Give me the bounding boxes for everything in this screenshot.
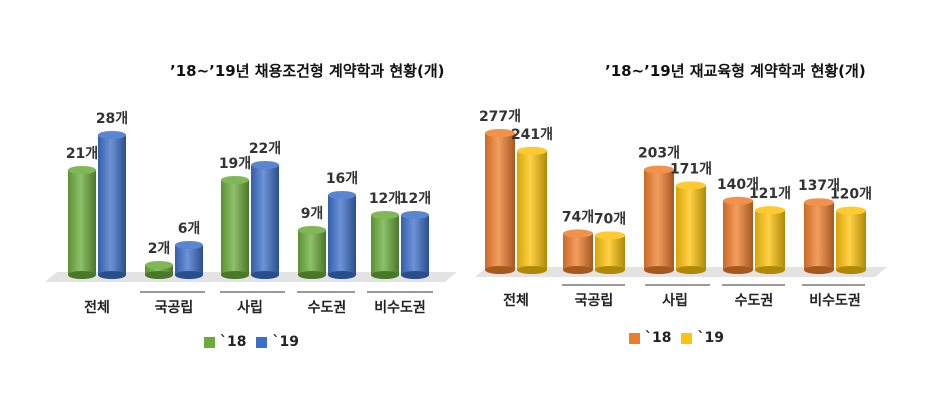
- bar-0-0-1: [98, 131, 126, 279]
- data-label: 277개: [479, 109, 521, 125]
- bar-1-1-0: [563, 229, 593, 274]
- category-label: 비수도권: [374, 300, 426, 316]
- bar-0-0-0: [68, 166, 96, 279]
- data-label: 74개: [562, 209, 594, 225]
- bar-1-3-0: [723, 196, 753, 274]
- bar-1-4-0: [804, 198, 834, 274]
- chart-legend: `18 `19: [629, 330, 724, 346]
- legend-label: `19: [697, 330, 724, 346]
- category-label: 전체: [503, 292, 529, 309]
- chart-title: ’18~’19년 채용조건형 계약학과 현황(개): [170, 62, 445, 80]
- bar-0-2-1: [251, 161, 279, 279]
- legend-swatch: [629, 332, 640, 344]
- bar-1-2-1: [676, 181, 706, 274]
- legend-label: `19: [272, 334, 299, 350]
- bar-0-3-1: [328, 191, 356, 279]
- legend-swatch: [256, 336, 268, 348]
- bar-0-2-0: [221, 176, 249, 279]
- legend-swatch: [681, 332, 693, 344]
- category-label: 사립: [237, 300, 263, 316]
- bar-1-4-1: [836, 206, 866, 274]
- data-label: 2개: [148, 241, 171, 257]
- category-label: 사립: [662, 293, 688, 309]
- bar-1-0-1: [517, 146, 547, 274]
- category-label: 전체: [84, 299, 110, 316]
- bar-1-3-1: [755, 206, 785, 274]
- bar-1-1-1: [595, 231, 625, 274]
- category-label: 수도권: [735, 293, 774, 309]
- category-label: 수도권: [308, 300, 347, 316]
- data-label: 171개: [670, 161, 712, 177]
- bar-1-2-0: [644, 165, 674, 274]
- bar-0-4-0: [371, 211, 399, 279]
- bar-0-4-1: [401, 211, 429, 279]
- data-label: 6개: [178, 221, 201, 237]
- legend-item-19: `19: [681, 330, 724, 346]
- bar-0-3-0: [298, 226, 326, 279]
- legend-swatch: [204, 336, 215, 348]
- data-label: 70개: [594, 211, 626, 227]
- data-label: 137개: [798, 178, 840, 194]
- category-label: 국공립: [575, 293, 614, 309]
- data-label: 12개: [399, 191, 431, 207]
- legend-item-19: `19: [256, 334, 299, 350]
- data-label: 28개: [96, 111, 128, 127]
- data-label: 19개: [219, 156, 251, 172]
- category-label: 국공립: [155, 300, 194, 316]
- data-label: 16개: [326, 171, 358, 187]
- bar-0-1-1: [175, 241, 203, 279]
- data-label: 22개: [249, 141, 281, 157]
- bar-1-0-0: [485, 129, 515, 274]
- chart-title: ’18~’19년 재교육형 계약학과 현황(개): [605, 62, 866, 80]
- data-label: 21개: [66, 146, 98, 162]
- data-label: 140개: [717, 177, 759, 193]
- data-label: 12개: [369, 191, 401, 207]
- bar-0-1-0: [145, 261, 173, 279]
- data-label: 121개: [749, 186, 791, 202]
- data-label: 241개: [511, 127, 553, 143]
- legend-item-18: `18: [629, 330, 671, 346]
- chart-legend: `18 `19: [204, 334, 299, 350]
- legend-label: `18: [645, 330, 672, 346]
- legend-item-18: `18: [204, 334, 246, 350]
- data-label: 9개: [301, 206, 324, 222]
- data-label: 120개: [830, 187, 872, 203]
- category-label: 비수도권: [809, 293, 861, 309]
- data-label: 203개: [638, 146, 680, 162]
- legend-label: `18: [220, 334, 247, 350]
